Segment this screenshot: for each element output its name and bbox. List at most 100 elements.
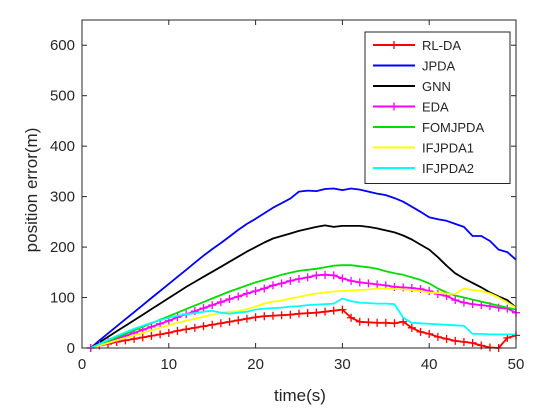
data-point-eda: [425, 286, 434, 295]
data-point-eda: [303, 273, 312, 282]
data-point-rl-da: [459, 337, 468, 346]
data-point-eda: [268, 281, 277, 290]
legend-item-fomjpda: FOMJPDA: [373, 120, 484, 135]
x-tick-label: 10: [160, 356, 177, 373]
data-point-eda: [208, 301, 217, 310]
data-point-eda: [225, 295, 234, 304]
legend-item-ifjpda1: IFJPDA1: [373, 141, 474, 156]
data-point-rl-da: [451, 336, 460, 345]
data-point-eda: [251, 286, 260, 295]
y-axis-label: position error(m): [22, 128, 41, 253]
data-point-rl-da: [268, 311, 277, 320]
data-point-rl-da: [433, 332, 442, 341]
data-point-rl-da: [364, 318, 373, 327]
legend-label-ifjpda1: IFJPDA1: [422, 141, 474, 156]
data-point-rl-da: [182, 325, 191, 334]
y-tick-label: 200: [50, 239, 75, 256]
series-line-ifjpda1: [90, 287, 517, 349]
data-point-rl-da: [381, 318, 390, 327]
data-point-eda: [321, 270, 330, 279]
y-tick-label: 500: [50, 88, 75, 105]
series-ifjpda2: [90, 297, 516, 349]
legend-label-fomjpda: FOMJPDA: [422, 120, 484, 135]
legend-item-gnn: GNN: [373, 79, 451, 94]
data-point-eda: [459, 298, 468, 307]
data-point-eda: [277, 279, 286, 288]
x-tick-label: 30: [334, 356, 351, 373]
y-tick-label: 300: [50, 189, 75, 206]
legend-item-rl-da: RL-DA: [373, 38, 461, 53]
data-point-rl-da: [390, 319, 399, 328]
data-point-rl-da: [216, 319, 225, 328]
legend-item-ifjpda2: IFJPDA2: [373, 161, 474, 176]
data-point-eda: [373, 280, 382, 289]
y-tick-label: 400: [50, 138, 75, 155]
data-point-rl-da: [295, 309, 303, 318]
series-line-jpda: [90, 187, 517, 349]
x-tick-label: 0: [78, 356, 86, 373]
x-tick-label: 40: [421, 356, 438, 373]
data-point-rl-da: [208, 320, 217, 329]
data-point-rl-da: [338, 305, 347, 314]
data-point-eda: [286, 276, 295, 285]
data-point-rl-da: [260, 312, 269, 321]
data-point-rl-da: [242, 314, 251, 323]
data-point-rl-da: [147, 331, 156, 340]
data-point-rl-da: [164, 328, 173, 337]
data-point-rl-da: [407, 323, 416, 332]
plot-area: [86, 187, 520, 352]
data-point-eda: [451, 296, 460, 305]
data-point-rl-da: [321, 307, 330, 316]
legend-marker-eda: [390, 102, 398, 111]
data-point-rl-da: [156, 330, 165, 339]
data-point-rl-da: [329, 306, 338, 315]
data-point-eda: [295, 274, 303, 283]
data-point-rl-da: [468, 338, 477, 347]
data-point-rl-da: [425, 329, 434, 338]
data-point-eda: [234, 292, 243, 301]
data-point-rl-da: [347, 313, 356, 322]
y-tick-label: 600: [50, 37, 75, 54]
data-point-eda: [355, 278, 364, 287]
legend-label-jpda: JPDA: [422, 59, 456, 74]
data-point-eda: [242, 289, 251, 298]
series-ifjpda1: [90, 287, 517, 349]
data-point-eda: [468, 300, 477, 309]
x-tick-label: 20: [247, 356, 264, 373]
data-point-eda: [260, 284, 269, 293]
data-point-eda: [338, 274, 347, 283]
data-point-rl-da: [225, 317, 234, 326]
data-point-rl-da: [251, 313, 260, 322]
data-point-rl-da: [138, 333, 147, 342]
data-point-rl-da: [234, 316, 243, 325]
data-point-rl-da: [442, 334, 451, 343]
data-point-eda: [329, 271, 338, 280]
data-point-rl-da: [303, 309, 312, 318]
legend-item-eda: EDA: [373, 100, 449, 115]
data-point-rl-da: [199, 322, 208, 331]
data-point-eda: [216, 298, 225, 307]
x-axis-label: time(s): [274, 386, 326, 405]
y-tick-label: 0: [67, 340, 75, 357]
data-point-eda: [364, 279, 373, 288]
series-gnn: [90, 224, 517, 349]
data-point-rl-da: [286, 310, 295, 319]
legend-label-eda: EDA: [422, 100, 449, 115]
data-point-rl-da: [485, 343, 494, 352]
legend-label-gnn: GNN: [422, 79, 451, 94]
series-line-gnn: [90, 224, 517, 349]
data-point-rl-da: [173, 326, 182, 335]
series-eda: [86, 270, 520, 352]
series-line-ifjpda2: [90, 297, 516, 349]
legend-marker-rl-da: [390, 41, 398, 49]
data-point-eda: [347, 276, 356, 285]
y-tick-label: 100: [50, 290, 75, 307]
legend-label-ifjpda2: IFJPDA2: [422, 161, 474, 176]
legend-box: [364, 31, 511, 184]
data-point-rl-da: [277, 311, 286, 320]
legend-item-jpda: JPDA: [373, 59, 456, 74]
data-point-rl-da: [355, 317, 364, 326]
data-point-rl-da: [416, 327, 425, 336]
